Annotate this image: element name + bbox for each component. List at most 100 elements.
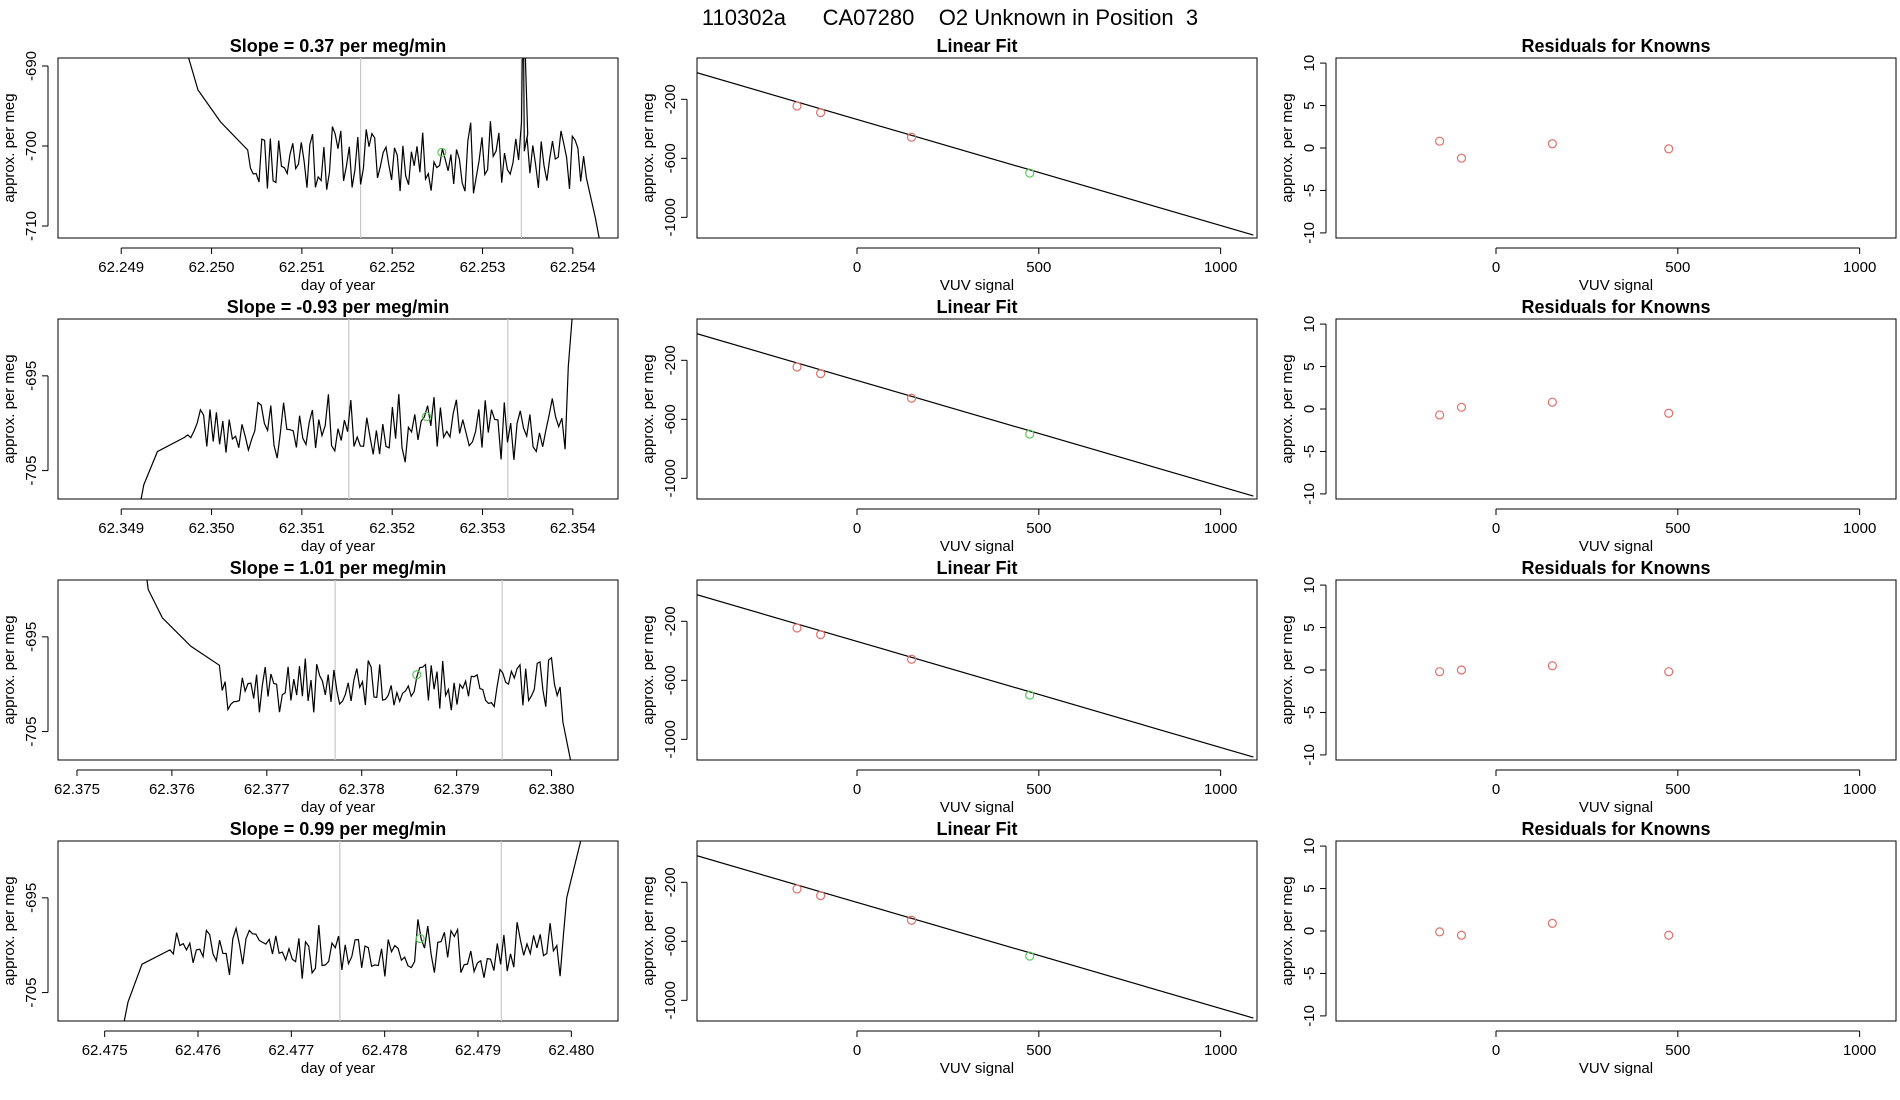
panel-title: Linear Fit	[936, 36, 1017, 56]
y-tick-label: -10	[1301, 222, 1318, 244]
x-tick-label: 500	[1665, 1042, 1690, 1059]
panel-fit-row-3: Linear Fit 0 500 1000 VUV signal -200 -600 -100…	[640, 558, 1258, 816]
x-tick-label: 1000	[1843, 520, 1876, 537]
panel-fit-row-4: Linear Fit 0 500 1000 VUV signal -200 -600 -100…	[640, 819, 1258, 1077]
known-point	[792, 362, 802, 372]
unknown-point	[1025, 168, 1035, 178]
plot-frame	[57, 840, 619, 1022]
plot-area	[188, 58, 600, 238]
residual-point	[1435, 667, 1445, 677]
panel-title: Residuals for Knowns	[1521, 819, 1710, 839]
y-tick-label: -710	[23, 211, 40, 241]
fit-line	[697, 333, 1254, 497]
plot-area	[146, 580, 572, 760]
x-tick-label: 0	[1492, 520, 1500, 537]
y-tick-label: 0	[1301, 927, 1318, 935]
y-tick-label: 0	[1301, 144, 1318, 152]
x-tick-label: 62.378	[339, 781, 385, 798]
panel-title: Linear Fit	[936, 558, 1017, 578]
y-tick-label: -695	[23, 361, 40, 391]
unknown-point	[412, 670, 422, 680]
x-tick-label: 500	[1026, 520, 1051, 537]
y-axis-label: approx. per meg	[1279, 93, 1296, 202]
plot-area	[697, 594, 1254, 758]
x-tick-label: 1000	[1204, 1042, 1237, 1059]
x-tick-label: 0	[853, 520, 861, 537]
y-tick-label: 10	[1301, 316, 1318, 333]
residual-point	[1547, 139, 1557, 149]
timeseries-line	[123, 841, 582, 1021]
timeseries-line	[140, 319, 573, 499]
x-tick-label: 62.379	[434, 781, 480, 798]
residual-point	[1547, 397, 1557, 407]
known-point	[792, 623, 802, 633]
x-tick-label: 62.380	[529, 781, 575, 798]
residual-point	[1547, 661, 1557, 671]
fit-line	[697, 855, 1254, 1019]
unknown-point	[1025, 690, 1035, 700]
known-point	[816, 629, 826, 640]
x-tick-label: 500	[1026, 259, 1051, 276]
unknown-point	[415, 933, 425, 944]
plot-area	[697, 333, 1254, 497]
y-tick-label: 0	[1301, 405, 1318, 413]
y-tick-label: -200	[662, 867, 679, 897]
panel-timeseries-row-2: Slope = -0.93 per meg/min 62.349 62.350 62.…	[1, 297, 619, 555]
timeseries-line	[188, 58, 600, 238]
panel-residuals-row-1: Residuals for Knowns 0 500 1000 VUV signal 10…	[1279, 36, 1897, 294]
y-axis-label: approx. per meg	[640, 615, 657, 724]
fit-line	[697, 594, 1254, 758]
y-axis-label: approx. per meg	[1, 354, 18, 463]
y-tick-label: 5	[1301, 884, 1318, 892]
y-tick-label: -705	[23, 978, 40, 1008]
x-axis-label: day of year	[301, 799, 375, 816]
plot-frame	[1335, 318, 1897, 500]
y-tick-label: -695	[23, 622, 40, 652]
known-point	[816, 107, 826, 118]
residual-point	[1456, 153, 1467, 163]
timeseries-line	[146, 580, 572, 760]
residual-point	[1664, 144, 1674, 154]
y-axis-label: approx. per meg	[1, 93, 18, 202]
x-axis-label: VUV signal	[940, 1060, 1014, 1077]
residual-point	[1435, 136, 1445, 146]
x-axis-label: VUV signal	[1579, 799, 1653, 816]
plot-area	[140, 319, 573, 499]
y-axis-label: approx. per meg	[640, 876, 657, 985]
x-tick-label: 0	[853, 1042, 861, 1059]
x-axis-label: day of year	[301, 538, 375, 555]
panel-title: Slope = -0.93 per meg/min	[227, 297, 450, 317]
y-tick-label: -5	[1301, 706, 1318, 719]
x-tick-label: 500	[1665, 520, 1690, 537]
x-tick-label: 62.350	[189, 520, 235, 537]
residual-point	[1664, 408, 1674, 418]
x-tick-label: 62.376	[149, 781, 195, 798]
y-axis-label: approx. per meg	[640, 354, 657, 463]
plot-frame	[57, 318, 619, 500]
y-axis-label: approx. per meg	[1, 876, 18, 985]
y-tick-label: -10	[1301, 744, 1318, 766]
unknown-point	[1025, 951, 1035, 961]
y-tick-label: -10	[1301, 483, 1318, 505]
known-point	[906, 132, 917, 142]
x-tick-label: 62.476	[175, 1042, 221, 1059]
y-tick-label: -690	[23, 51, 40, 81]
y-tick-label: -1000	[662, 198, 679, 236]
panel-title: Linear Fit	[936, 297, 1017, 317]
x-axis-label: VUV signal	[940, 538, 1014, 555]
panel-title: Residuals for Knowns	[1521, 558, 1710, 578]
unknown-point	[1025, 429, 1035, 439]
panel-grid: Slope = 0.37 per meg/min 62.249 62.250 62.2…	[1, 36, 1897, 1077]
plot-area	[697, 855, 1254, 1019]
residual-point	[1456, 930, 1467, 940]
y-tick-label: -5	[1301, 445, 1318, 458]
residual-point	[1435, 927, 1445, 937]
x-tick-label: 62.351	[279, 520, 325, 537]
residual-point	[1664, 667, 1674, 677]
plot-area	[1435, 661, 1674, 677]
plot-frame	[1335, 579, 1897, 761]
y-axis-label: approx. per meg	[1279, 876, 1296, 985]
x-tick-label: 62.249	[98, 259, 144, 276]
figure-title: 110302a CA07280 O2 Unknown in Position 3	[702, 5, 1198, 30]
plot-frame	[57, 57, 619, 239]
